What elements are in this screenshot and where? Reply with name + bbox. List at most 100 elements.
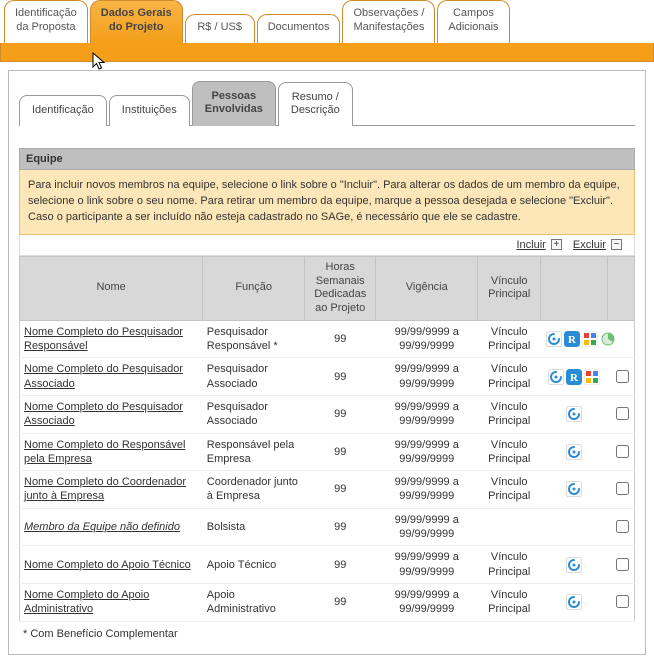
table-row: Nome Completo do Coordenador junto à Emp…	[20, 471, 635, 509]
cell-vinculo: Vínculo Principal	[478, 433, 541, 471]
r-icon[interactable]: R	[565, 371, 583, 383]
cell-funcao: Apoio Administrativo	[203, 583, 305, 621]
cell-funcao: Bolsista	[203, 508, 305, 546]
tab-campos-adicionais[interactable]: CamposAdicionais	[437, 0, 509, 43]
svg-text:R: R	[570, 372, 579, 384]
swirl-icon[interactable]	[545, 333, 563, 345]
row-select-checkbox[interactable]	[616, 558, 629, 571]
row-select-checkbox[interactable]	[616, 370, 629, 383]
subtab-resumo-descricao[interactable]: Resumo /Descrição	[278, 82, 353, 127]
tab-dados-gerais[interactable]: Dados Geraisdo Projeto	[90, 0, 183, 43]
section-equipe: Equipe Para incluir novos membros na equ…	[19, 148, 635, 640]
member-name-link[interactable]: Nome Completo do Apoio Técnico	[24, 559, 191, 571]
table-row: Nome Completo do Responsável pela Empres…	[20, 433, 635, 471]
table-header-row: Nome Função HorasSemanaisDedicadasao Pro…	[20, 256, 635, 320]
sage-icon[interactable]	[565, 483, 583, 495]
section-title: Equipe	[19, 148, 635, 170]
tab-observacoes[interactable]: Observações /Manifestações	[342, 0, 435, 43]
google-icon[interactable]	[583, 371, 601, 383]
table-row: Nome Completo do Apoio Técnico Apoio Técn…	[20, 546, 635, 584]
row-select-checkbox[interactable]	[616, 482, 629, 495]
action-row: Incluir + Excluir −	[19, 235, 635, 256]
plus-icon: +	[551, 239, 562, 250]
cell-icons: R	[541, 320, 608, 358]
sage-icon[interactable]	[565, 559, 583, 571]
cell-funcao: Pesquisador Associado	[203, 358, 305, 396]
include-link[interactable]: Incluir	[516, 239, 545, 251]
cell-checkbox	[608, 358, 635, 396]
cell-vinculo: Vínculo Principal	[478, 546, 541, 584]
cell-funcao: Apoio Técnico	[203, 546, 305, 584]
cell-vinculo: Vínculo Principal	[478, 320, 541, 358]
r-icon[interactable]: R	[563, 333, 581, 345]
exclude-link[interactable]: Excluir	[573, 239, 606, 251]
member-name-link[interactable]: Nome Completo do Pesquisador Responsável	[24, 326, 183, 352]
tab-identificacao-proposta[interactable]: Identificaçãoda Proposta	[4, 0, 88, 43]
cell-vinculo: Vínculo Principal	[478, 358, 541, 396]
tab-documentos[interactable]: Documentos	[257, 14, 341, 43]
th-horas: HorasSemanaisDedicadasao Projeto	[305, 256, 376, 320]
cell-checkbox	[608, 471, 635, 509]
cell-funcao: Coordenador junto à Empresa	[203, 471, 305, 509]
row-select-checkbox[interactable]	[616, 407, 629, 420]
equipe-table: Nome Função HorasSemanaisDedicadasao Pro…	[19, 256, 635, 622]
cell-checkbox	[608, 508, 635, 546]
minus-icon: −	[611, 239, 622, 250]
sage-icon[interactable]	[565, 446, 583, 458]
table-row: Nome Completo do Apoio Administrativo Apo…	[20, 583, 635, 621]
cell-icons	[541, 546, 608, 584]
member-name-link[interactable]: Nome Completo do Apoio Administrativo	[24, 589, 149, 615]
top-tabs: Identificaçãoda PropostaDados Geraisdo P…	[0, 0, 654, 43]
member-name-link[interactable]: Membro da Equipe não definido	[24, 521, 180, 533]
sage-icon[interactable]	[565, 596, 583, 608]
th-nome: Nome	[20, 256, 203, 320]
cell-vinculo: Vínculo Principal	[478, 471, 541, 509]
cell-funcao: Pesquisador Associado	[203, 396, 305, 434]
member-name-link[interactable]: Nome Completo do Responsável pela Empres…	[24, 439, 185, 465]
swirl-icon[interactable]	[547, 371, 565, 383]
sage-icon[interactable]	[565, 408, 583, 420]
cell-icons	[541, 433, 608, 471]
footnote: * Com Benefício Complementar	[19, 622, 635, 640]
cell-icons: R	[541, 358, 608, 396]
cell-icons	[541, 583, 608, 621]
cell-horas: 99	[305, 396, 376, 434]
subtab-pessoas-envolvidas[interactable]: PessoasEnvolvidas	[192, 81, 276, 127]
cell-funcao: Responsável pela Empresa	[203, 433, 305, 471]
cell-vigencia: 99/99/9999 a99/99/9999	[376, 396, 478, 434]
cell-horas: 99	[305, 546, 376, 584]
member-name-link[interactable]: Nome Completo do Pesquisador Associado	[24, 363, 183, 389]
section-help-text: Para incluir novos membros na equipe, se…	[19, 170, 635, 235]
member-name-link[interactable]: Nome Completo do Pesquisador Associado	[24, 401, 183, 427]
cell-vigencia: 99/99/9999 a99/99/9999	[376, 320, 478, 358]
cell-icons	[541, 396, 608, 434]
cell-horas: 99	[305, 358, 376, 396]
row-select-checkbox[interactable]	[616, 520, 629, 533]
cell-horas: 99	[305, 508, 376, 546]
cell-vinculo: Vínculo Principal	[478, 583, 541, 621]
subtab-identificacao[interactable]: Identificação	[19, 95, 107, 126]
cell-vigencia: 99/99/9999 a99/99/9999	[376, 433, 478, 471]
cell-vigencia: 99/99/9999 a99/99/9999	[376, 546, 478, 584]
sub-tabs: IdentificaçãoInstituiçõesPessoasEnvolvid…	[19, 81, 635, 127]
member-name-link[interactable]: Nome Completo do Coordenador junto à Emp…	[24, 476, 186, 502]
row-select-checkbox[interactable]	[616, 595, 629, 608]
cell-vinculo	[478, 508, 541, 546]
th-funcao: Função	[203, 256, 305, 320]
cell-horas: 99	[305, 471, 376, 509]
svg-text:R: R	[568, 334, 577, 346]
th-icons	[541, 256, 608, 320]
table-row: Nome Completo do Pesquisador Responsável…	[20, 320, 635, 358]
cell-checkbox	[608, 583, 635, 621]
google-icon[interactable]	[581, 333, 599, 345]
pie-icon[interactable]	[599, 333, 617, 345]
subtab-instituicoes[interactable]: Instituições	[109, 95, 190, 126]
cell-icons	[541, 471, 608, 509]
content-card: IdentificaçãoInstituiçõesPessoasEnvolvid…	[8, 70, 646, 655]
cell-vigencia: 99/99/9999 a99/99/9999	[376, 471, 478, 509]
cell-vigencia: 99/99/9999 a99/99/9999	[376, 358, 478, 396]
tab-moeda[interactable]: R$ / US$	[185, 14, 255, 43]
table-row: Membro da Equipe não definidoBolsista999…	[20, 508, 635, 546]
row-select-checkbox[interactable]	[616, 445, 629, 458]
table-row: Nome Completo do Pesquisador Associado Pe…	[20, 358, 635, 396]
